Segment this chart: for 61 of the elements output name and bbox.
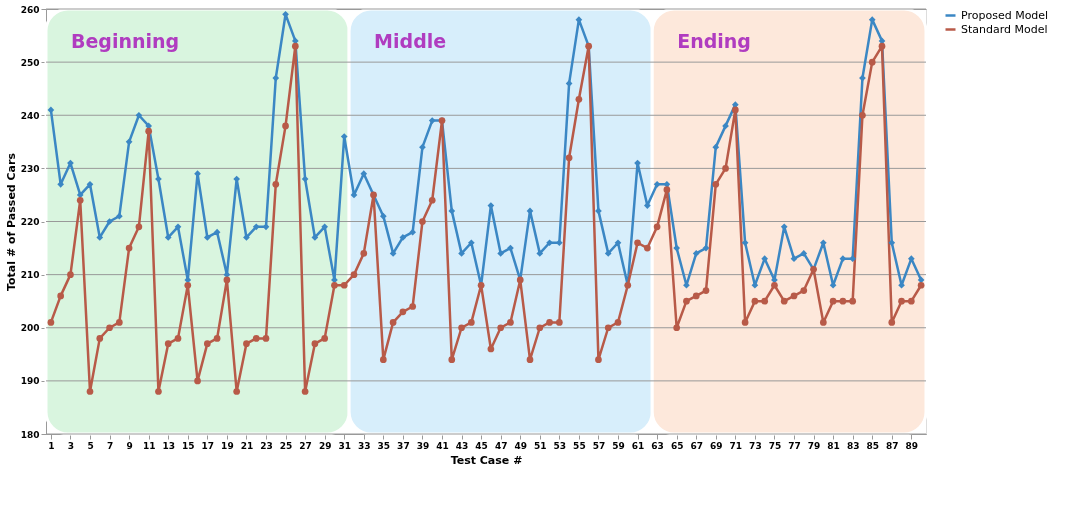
x-tick-label: 67: [690, 440, 703, 451]
y-tick-label: 220: [20, 217, 40, 227]
x-tick-label: 27: [299, 440, 312, 451]
band-label: Beginning: [71, 30, 180, 52]
x-tick-label: 13: [162, 440, 175, 451]
x-tick-label: 65: [670, 440, 684, 451]
x-tick-label: 3: [67, 440, 75, 451]
x-tick-label: 63: [651, 440, 664, 451]
x-tick-label: 17: [201, 440, 215, 451]
x-tick-label: 49: [514, 440, 527, 451]
x-tick-label: 61: [631, 440, 645, 451]
x-tick-label: 31: [338, 440, 351, 451]
y-tick-label: 200: [20, 323, 40, 334]
x-tick-label: 7: [106, 440, 114, 451]
x-tick-label: 25: [279, 440, 293, 451]
x-tick-label: 79: [807, 440, 821, 451]
x-tick-label: 53: [553, 440, 567, 451]
x-tick-label: 87: [886, 440, 899, 451]
band-label: Middle: [374, 30, 447, 52]
x-tick-label: 57: [592, 440, 606, 451]
y-tick-label: 250: [20, 57, 40, 68]
x-tick-label: 85: [866, 440, 879, 451]
x-tick-label: 21: [240, 440, 254, 451]
x-tick-label: 33: [358, 440, 371, 451]
y-tick-label: 240: [20, 110, 40, 121]
x-tick-label: 47: [494, 440, 508, 451]
x-axis-title: Test Case #: [450, 453, 523, 467]
y-tick-label: 230: [20, 163, 40, 174]
x-tick-label: 81: [827, 440, 840, 451]
x-tick-label: 1: [48, 440, 55, 451]
x-tick-label: 41: [436, 440, 449, 451]
band-label: Ending: [677, 30, 751, 52]
x-tick-label: 43: [455, 440, 469, 451]
x-tick-label: 5: [87, 440, 94, 451]
y-tick-label: 260: [20, 4, 40, 15]
x-tick-label: 45: [475, 440, 488, 451]
y-axis-title: Total # of Passed Cars: [4, 152, 18, 292]
x-tick-label: 69: [710, 440, 723, 451]
x-tick-label: 71: [729, 440, 743, 451]
x-tick-label: 23: [260, 440, 273, 451]
x-tick-label: 19: [221, 440, 234, 451]
x-tick-label: 51: [534, 440, 547, 451]
y-tick-label: 190: [20, 376, 40, 387]
legend-label: Proposed Model: [961, 8, 1049, 22]
x-tick-label: 59: [612, 440, 625, 451]
x-tick-label: 89: [905, 440, 919, 451]
x-tick-label: 83: [846, 440, 860, 451]
x-tick-label: 37: [397, 440, 410, 451]
y-tick-label: 210: [20, 270, 40, 281]
y-tick-label: 180: [20, 429, 40, 440]
x-tick-label: 55: [573, 440, 586, 451]
x-tick-label: 77: [788, 440, 801, 451]
x-tick-label: 39: [416, 440, 430, 451]
x-tick-label: 35: [377, 440, 391, 451]
x-tick-label: 11: [142, 440, 156, 451]
x-tick-label: 75: [768, 440, 782, 451]
x-tick-label: 29: [318, 440, 332, 451]
x-tick-label: 73: [749, 440, 762, 451]
legend-label: Standard Model: [961, 22, 1048, 36]
x-tick-label: 9: [126, 440, 133, 451]
x-tick-label: 15: [182, 440, 195, 451]
